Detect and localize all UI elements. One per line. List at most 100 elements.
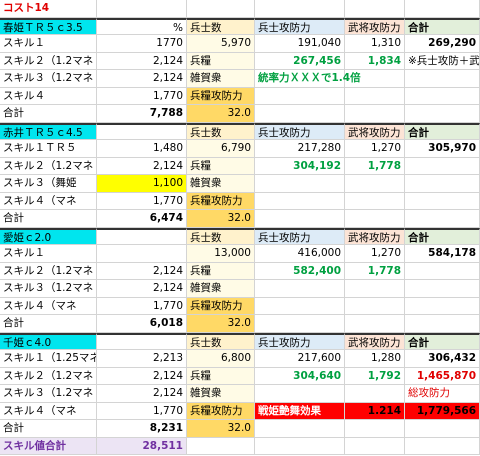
cell: 合計 <box>405 17 480 35</box>
cell: 武将攻防力 <box>345 227 405 245</box>
empty-cell <box>255 297 345 315</box>
cell: 1,778 <box>345 262 405 280</box>
cell: スキル１（1.25マネ <box>0 350 97 368</box>
cell: 総攻防力 <box>405 385 480 403</box>
empty-cell <box>405 262 480 280</box>
cell: 1,778 <box>345 157 405 175</box>
cell: 雑賀衆 <box>187 70 255 88</box>
cell: 雑賀衆 <box>187 385 255 403</box>
cell: 兵士攻防力 <box>255 122 345 140</box>
cell: スキル３（舞姫 <box>0 175 97 193</box>
empty-cell <box>345 87 405 105</box>
cell: ※兵士攻防＋武 <box>405 52 480 70</box>
empty-cell <box>255 385 345 403</box>
empty-cell <box>405 70 480 88</box>
cell: 267,456 <box>255 52 345 70</box>
cell: 1770 <box>97 35 187 53</box>
cell: 32.0 <box>187 210 255 228</box>
cell: スキル１ <box>0 245 97 263</box>
empty-cell <box>97 227 187 245</box>
empty-cell <box>405 420 480 438</box>
cell: 2,124 <box>97 385 187 403</box>
cell: 217,280 <box>255 140 345 158</box>
cell: 2,124 <box>97 262 187 280</box>
cell: 305,970 <box>405 140 480 158</box>
cell: 1,834 <box>345 52 405 70</box>
empty-cell <box>187 437 255 455</box>
cell: 1,270 <box>345 140 405 158</box>
cell: 2,124 <box>97 367 187 385</box>
empty-cell <box>255 315 345 333</box>
cell: 兵糧攻防力 <box>187 402 255 420</box>
cell: 304,192 <box>255 157 345 175</box>
cell: 兵糧攻防力 <box>187 87 255 105</box>
empty-cell <box>345 280 405 298</box>
empty-cell <box>97 0 187 18</box>
cell: 兵糧攻防力 <box>187 192 255 210</box>
cell: 8,231 <box>97 420 187 438</box>
empty-cell <box>345 192 405 210</box>
cell: 兵糧 <box>187 367 255 385</box>
cell: 304,640 <box>255 367 345 385</box>
empty-cell <box>255 280 345 298</box>
cell: 2,124 <box>97 52 187 70</box>
cell: % <box>97 17 187 35</box>
cell: 32.0 <box>187 105 255 123</box>
empty-cell <box>405 175 480 193</box>
empty-cell <box>405 157 480 175</box>
cell: スキル３（1.2マネ <box>0 280 97 298</box>
cell: 千姫ｃ4.0 <box>0 332 97 350</box>
cell: 統率力ＸＸＸで1.4倍 <box>255 70 361 88</box>
empty-cell <box>345 315 405 333</box>
cell: 32.0 <box>187 315 255 333</box>
cell: スキル１ <box>0 35 97 53</box>
cell: 武将攻防力 <box>345 122 405 140</box>
cell: 合計 <box>405 227 480 245</box>
cell: 6,800 <box>187 350 255 368</box>
empty-cell <box>345 105 405 123</box>
cell: 武将攻防力 <box>345 17 405 35</box>
cell: スキル値合計 <box>0 437 97 455</box>
cell: 戦姫艶舞効果 <box>255 402 345 420</box>
cell: 1,770 <box>97 297 187 315</box>
empty-cell <box>345 0 405 18</box>
cell: 13,000 <box>187 245 255 263</box>
cell: 合計 <box>0 105 97 123</box>
cell: 1,100 <box>97 175 187 193</box>
cell: 2,124 <box>97 157 187 175</box>
empty-cell <box>405 280 480 298</box>
cell: スキル４（マネ <box>0 192 97 210</box>
cell: 合計 <box>0 315 97 333</box>
cell: コスト14 <box>0 0 97 18</box>
cell: 217,600 <box>255 350 345 368</box>
cell: 1,770 <box>97 192 187 210</box>
cell: 6,018 <box>97 315 187 333</box>
cell: 582,400 <box>255 262 345 280</box>
cell: 584,178 <box>405 245 480 263</box>
cell: スキル２（1.2マネ <box>0 52 97 70</box>
cell: 兵士数 <box>187 332 255 350</box>
empty-cell <box>345 437 405 455</box>
cell: 赤井ＴＲ５ｃ4.5 <box>0 122 97 140</box>
cell: 兵士攻防力 <box>255 17 345 35</box>
cell: 1,779,566 <box>405 402 480 420</box>
empty-cell <box>405 87 480 105</box>
cell: 兵士攻防力 <box>255 227 345 245</box>
cell: 武将攻防力 <box>345 332 405 350</box>
cell: 6,790 <box>187 140 255 158</box>
cell: 191,040 <box>255 35 345 53</box>
cell: 1.214 <box>345 402 405 420</box>
empty-cell <box>97 122 187 140</box>
cell: 416,000 <box>255 245 345 263</box>
empty-cell <box>345 175 405 193</box>
cell: 兵士数 <box>187 17 255 35</box>
empty-cell <box>345 385 405 403</box>
cell: 1,465,870 <box>405 367 480 385</box>
cell: 5,970 <box>187 35 255 53</box>
empty-cell <box>255 175 345 193</box>
empty-cell <box>255 87 345 105</box>
empty-cell <box>405 105 480 123</box>
cell: 2,213 <box>97 350 187 368</box>
cell: 春姫ＴＲ５ｃ3.5 <box>0 17 97 35</box>
